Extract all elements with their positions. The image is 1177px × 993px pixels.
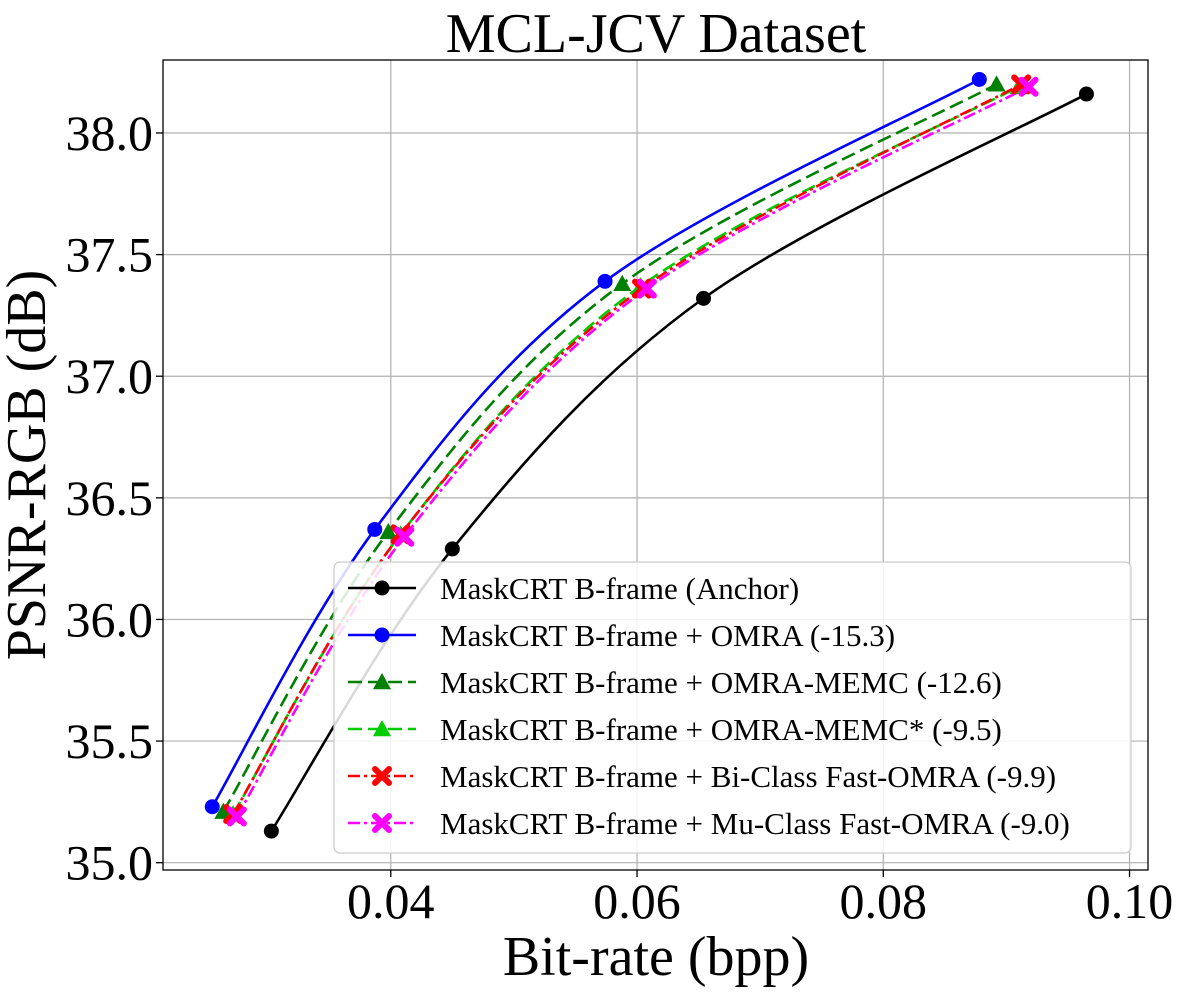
y-tick-label: 35.5 [66, 713, 154, 769]
data-point [444, 541, 460, 557]
data-point [631, 278, 652, 299]
data-point [613, 274, 632, 291]
data-point [597, 273, 613, 289]
x-tick-label: 0.06 [593, 873, 681, 929]
y-tick-label: 36.0 [66, 591, 154, 647]
series-line [211, 78, 980, 808]
legend-label: MaskCRT B-frame + OMRA-MEMC* (-9.5) [440, 712, 1002, 747]
data-point [394, 526, 415, 547]
legend-marker [374, 580, 390, 596]
legend-marker [372, 766, 392, 786]
legend-label: MaskCRT B-frame + OMRA-MEMC (-12.6) [440, 665, 1002, 700]
data-point [696, 290, 712, 306]
series-line [222, 83, 998, 813]
y-tick-label: 37.5 [66, 227, 154, 283]
legend-marker [373, 673, 391, 690]
x-tick-label: 0.04 [347, 873, 435, 929]
legend-marker [372, 813, 392, 833]
plot-frame [162, 59, 1149, 871]
series-markers [204, 71, 1094, 839]
data-point [379, 522, 398, 540]
legend-label: MaskCRT B-frame (Anchor) [440, 571, 799, 606]
data-point [263, 823, 279, 839]
legend: MaskCRT B-frame (Anchor) MaskCRT B-frame … [333, 561, 1132, 854]
y-tick-label: 35.0 [66, 835, 154, 891]
legend-box [333, 561, 1132, 854]
chart-title: MCL-JCV Dataset [446, 3, 867, 65]
legend-label: MaskCRT B-frame + Mu-Class Fast-OMRA (-9… [440, 806, 1070, 841]
y-tick-label: 38.0 [66, 105, 154, 161]
axis-ticks: 0.04 0.06 0.08 0.10 35.0 35.5 36.0 36.5 37.0 37.5… [66, 105, 1174, 929]
legend-label: MaskCRT B-frame + OMRA (-15.3) [440, 618, 895, 653]
data-point [1078, 86, 1094, 102]
legend-marker [373, 720, 391, 737]
legend-marker [374, 627, 390, 643]
y-tick-label: 37.0 [66, 348, 154, 404]
legend-label: MaskCRT B-frame + Bi-Class Fast-OMRA (-9… [440, 759, 1056, 794]
y-axis-label: PSNR-RGB (dB) [0, 270, 58, 661]
data-point [971, 71, 987, 87]
data-point [987, 75, 1006, 92]
data-point [636, 278, 657, 299]
y-tick-label: 36.5 [66, 470, 154, 526]
x-tick-label: 0.08 [840, 873, 928, 929]
data-point [226, 806, 247, 827]
data-point [1018, 76, 1039, 97]
series-line [232, 83, 1022, 815]
series-line [235, 85, 1030, 818]
x-axis-label: Bit-rate (bpp) [503, 926, 809, 988]
x-tick-label: 0.10 [1086, 873, 1174, 929]
data-point [204, 799, 220, 815]
data-point [367, 521, 383, 537]
